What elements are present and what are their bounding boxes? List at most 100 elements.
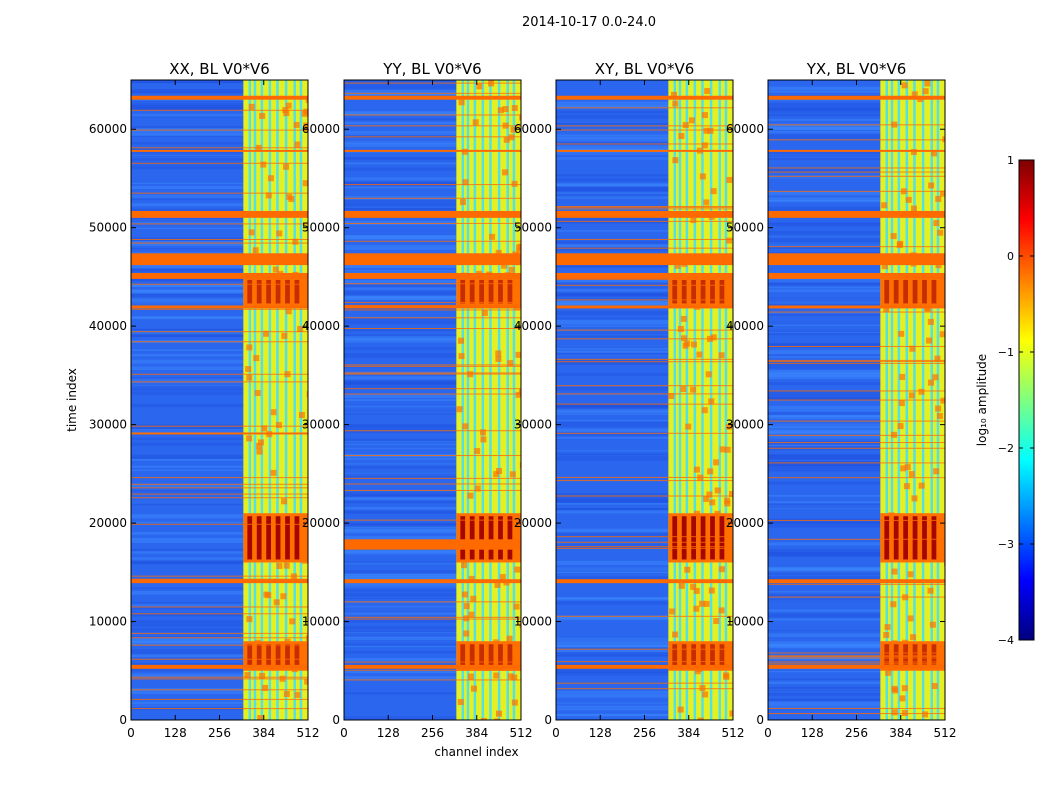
channel-stripe bbox=[512, 80, 516, 720]
band-speck bbox=[940, 397, 945, 404]
noise-streak bbox=[768, 361, 881, 367]
noise-streak bbox=[344, 112, 457, 115]
band-speck bbox=[495, 350, 502, 357]
noise-streak bbox=[556, 669, 669, 674]
noise-streak bbox=[344, 177, 457, 182]
noise-streak bbox=[344, 625, 457, 630]
noise-streak bbox=[344, 587, 457, 592]
flagged-row bbox=[131, 305, 308, 309]
noise-streak bbox=[768, 576, 881, 581]
noise-streak bbox=[344, 497, 457, 499]
flagged-row bbox=[556, 253, 733, 266]
flagged-line bbox=[344, 373, 521, 375]
y-tick-label: 60000 bbox=[514, 122, 552, 136]
band-speck bbox=[685, 423, 692, 430]
noise-streak bbox=[131, 240, 244, 244]
burst-cell bbox=[469, 644, 475, 668]
noise-streak bbox=[344, 143, 457, 147]
noise-streak bbox=[344, 140, 457, 145]
noise-streak bbox=[556, 136, 669, 141]
band-speck bbox=[909, 345, 916, 352]
noise-streak bbox=[131, 362, 244, 364]
noise-streak bbox=[768, 518, 881, 524]
band-speck bbox=[682, 122, 689, 129]
noise-streak bbox=[556, 597, 669, 599]
noise-streak bbox=[344, 473, 457, 478]
noise-streak bbox=[344, 366, 457, 368]
band-speck bbox=[724, 497, 731, 504]
noise-streak bbox=[131, 349, 244, 351]
band-speck bbox=[713, 618, 720, 625]
noise-streak bbox=[556, 571, 669, 573]
band-speck bbox=[701, 112, 708, 119]
burst-cell bbox=[710, 279, 715, 304]
noise-streak bbox=[344, 208, 457, 210]
band-speck bbox=[911, 91, 918, 98]
noise-streak bbox=[344, 529, 457, 534]
noise-streak bbox=[556, 508, 669, 512]
band-speck bbox=[922, 711, 929, 718]
flagged-line bbox=[768, 462, 945, 464]
y-tick-label: 40000 bbox=[726, 319, 764, 333]
band-speck bbox=[283, 163, 290, 170]
band-speck bbox=[516, 244, 521, 251]
band-speck bbox=[901, 710, 908, 717]
band-speck bbox=[494, 718, 501, 720]
noise-streak bbox=[131, 587, 244, 590]
band-speck bbox=[281, 498, 288, 505]
noise-streak bbox=[556, 299, 669, 304]
band-speck bbox=[519, 114, 521, 121]
noise-streak bbox=[344, 692, 457, 695]
band-speck bbox=[499, 574, 506, 581]
flagged-line bbox=[344, 304, 521, 306]
band-speck bbox=[908, 471, 915, 478]
noise-streak bbox=[556, 450, 669, 452]
band-speck bbox=[907, 571, 914, 578]
noise-streak bbox=[556, 110, 669, 114]
noise-streak bbox=[768, 465, 881, 468]
noise-streak bbox=[768, 594, 881, 597]
band-speck bbox=[724, 446, 731, 453]
band-speck bbox=[677, 706, 684, 713]
noise-streak bbox=[768, 223, 881, 227]
flagged-line bbox=[556, 480, 733, 482]
noise-streak bbox=[131, 393, 244, 395]
noise-streak bbox=[131, 330, 244, 332]
noise-streak bbox=[131, 316, 244, 319]
flagged-line bbox=[344, 222, 521, 224]
flagged-row bbox=[131, 253, 308, 266]
noise-streak bbox=[556, 123, 669, 126]
x-tick-label: 256 bbox=[633, 726, 656, 740]
noise-streak bbox=[344, 291, 457, 296]
flagged-line bbox=[556, 212, 733, 214]
noise-streak bbox=[768, 467, 881, 472]
flagged-line bbox=[556, 338, 733, 340]
x-tick-label: 384 bbox=[252, 726, 275, 740]
noise-streak bbox=[344, 280, 457, 285]
flagged-line bbox=[768, 434, 945, 436]
band-speck bbox=[515, 391, 521, 398]
band-speck bbox=[693, 587, 700, 594]
burst-cell bbox=[256, 516, 262, 560]
flagged-line bbox=[556, 306, 733, 308]
noise-streak bbox=[344, 220, 457, 224]
noise-streak bbox=[131, 329, 244, 332]
band-speck bbox=[306, 391, 308, 398]
noise-streak bbox=[556, 285, 669, 288]
flagged-line bbox=[131, 708, 308, 710]
noise-streak bbox=[131, 377, 244, 383]
flagged-line bbox=[131, 192, 308, 194]
band-speck bbox=[302, 180, 308, 187]
noise-streak bbox=[344, 286, 457, 290]
burst-cell bbox=[488, 516, 494, 560]
channel-stripe bbox=[299, 80, 303, 720]
noise-streak bbox=[556, 191, 669, 195]
flagged-line bbox=[344, 601, 521, 603]
noise-streak bbox=[768, 311, 881, 314]
noise-streak bbox=[556, 243, 669, 248]
flagged-row bbox=[131, 432, 308, 435]
band-speck bbox=[519, 622, 521, 629]
band-speck bbox=[674, 262, 681, 269]
noise-streak bbox=[556, 502, 669, 508]
flagged-line bbox=[344, 616, 521, 618]
